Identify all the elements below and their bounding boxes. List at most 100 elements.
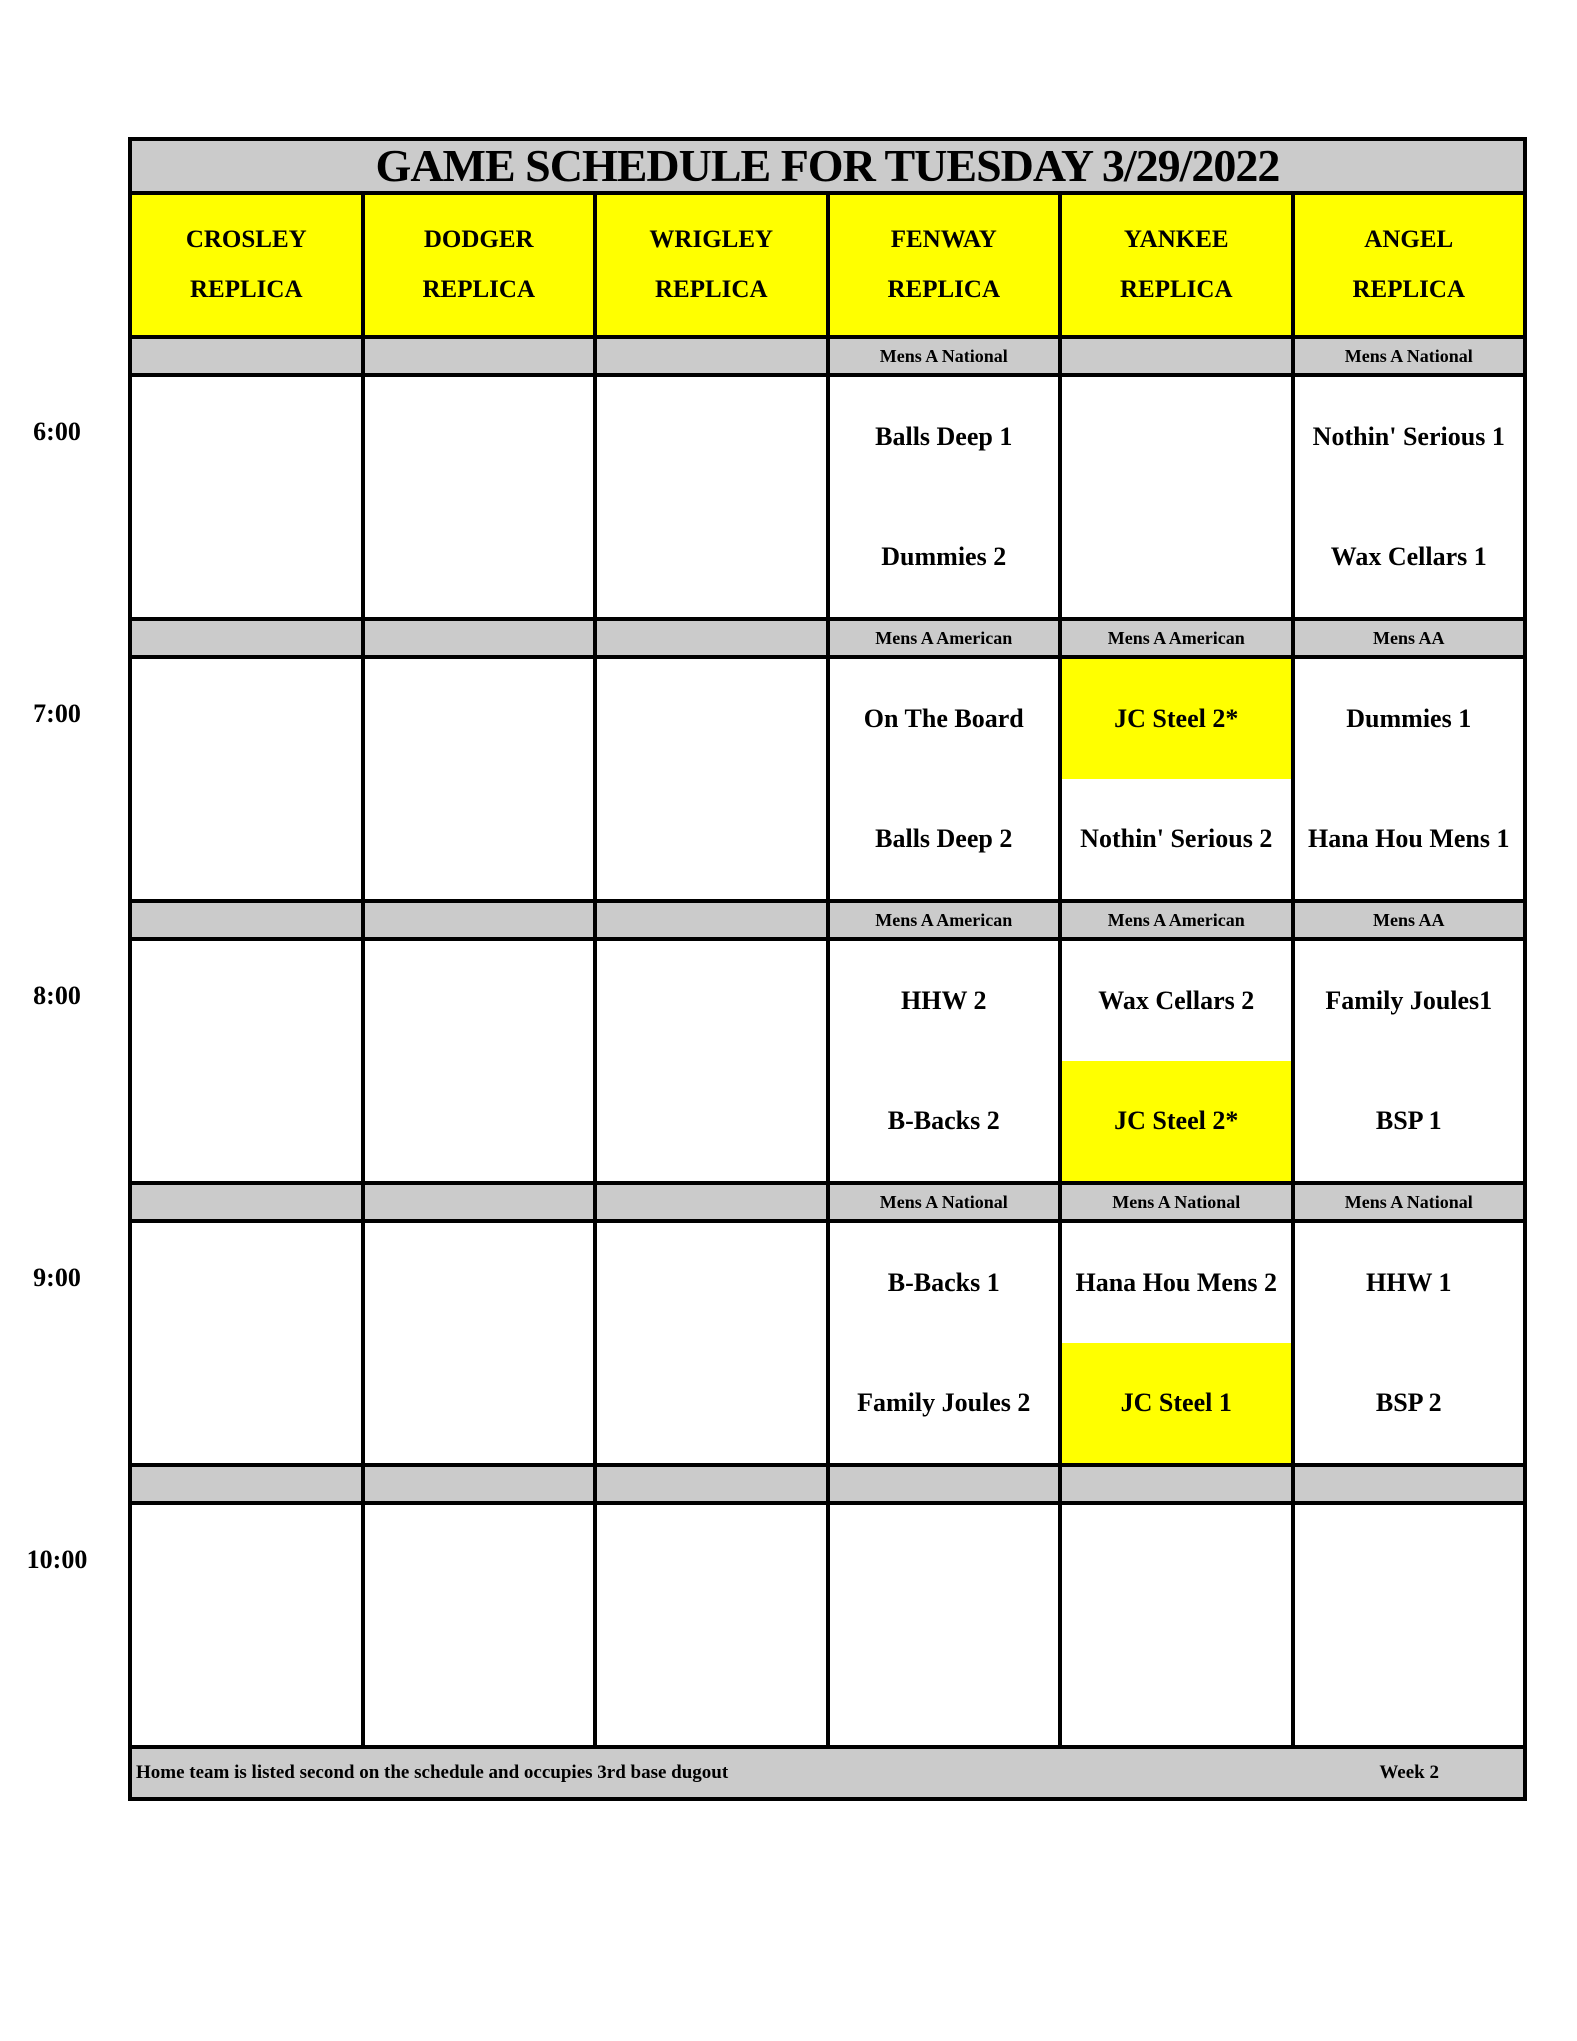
- field-name: FENWAY: [890, 226, 997, 253]
- field-name: YANKEE: [1123, 226, 1229, 253]
- schedule-table: GAME SCHEDULE FOR TUESDAY 3/29/2022 CROS…: [27, 137, 1527, 1801]
- time-label: 10:00: [26, 1545, 88, 1574]
- schedule-cell: [597, 377, 830, 617]
- schedule-cell: [597, 1223, 830, 1463]
- time-label: 8:00: [33, 981, 81, 1010]
- schedule-cell: [830, 1505, 1062, 1745]
- team-entry: Balls Deep 2: [875, 824, 1013, 853]
- team-entry: Wax Cellars 1: [1330, 542, 1487, 571]
- division-label: [132, 1185, 365, 1219]
- field-header-angel: ANGEL REPLICA: [1295, 195, 1524, 335]
- schedule-cell: [132, 1223, 365, 1463]
- schedule-cell: Nothin' Serious 1 Wax Cellars 1: [1295, 377, 1524, 617]
- division-label: Mens A National: [830, 339, 1062, 373]
- team-entry: Dummies 1: [1346, 704, 1472, 733]
- team-entry: On The Board: [863, 704, 1024, 733]
- schedule-cell: [597, 659, 830, 899]
- field-header-dodger: DODGER REPLICA: [365, 195, 597, 335]
- field-header-crosley: CROSLEY REPLICA: [132, 195, 365, 335]
- team-entry: Family Joules1: [1325, 986, 1493, 1015]
- field-sub: REPLICA: [189, 276, 303, 303]
- team-entry: BSP 2: [1375, 1388, 1442, 1417]
- field-header-row: CROSLEY REPLICA DODGER REPLICA WRIGLEY REPLIC…: [132, 195, 1523, 339]
- team-entry: HHW 1: [1366, 1268, 1452, 1297]
- division-label: [830, 1467, 1062, 1501]
- field-sub: REPLICA: [422, 276, 535, 303]
- schedule-cell: [132, 659, 365, 899]
- schedule-cell: B-Backs 1 Family Joules 2: [830, 1223, 1062, 1463]
- field-header-fenway: FENWAY REPLICA: [830, 195, 1062, 335]
- schedule-cell: HHW 2 B-Backs 2: [830, 941, 1062, 1181]
- division-label: [597, 1467, 830, 1501]
- division-label: Mens A National: [1062, 1185, 1295, 1219]
- schedule-cell: [365, 377, 597, 617]
- schedule-cell: [597, 1505, 830, 1745]
- division-label: [365, 339, 597, 373]
- time-label: 9:00: [33, 1263, 81, 1292]
- division-label: Mens AA: [1373, 628, 1445, 648]
- team-entry: Balls Deep 1: [875, 422, 1013, 451]
- schedule-cell: [132, 1505, 365, 1745]
- page-title: GAME SCHEDULE FOR TUESDAY 3/29/2022: [132, 141, 1523, 195]
- division-label: [1295, 1467, 1524, 1501]
- schedule-cell: [365, 941, 597, 1181]
- division-label: [1062, 339, 1295, 373]
- division-label: [365, 1185, 597, 1219]
- division-label: [597, 621, 830, 655]
- division-label: [132, 1467, 365, 1501]
- schedule-cell: [132, 377, 365, 617]
- division-label: [597, 1185, 830, 1219]
- schedule-cell: On The Board Balls Deep 2: [830, 659, 1062, 899]
- team-entry: BSP 1: [1375, 1106, 1442, 1135]
- schedule-cell: Dummies 1 Hana Hou Mens 1: [1295, 659, 1524, 899]
- division-row: Mens A National Mens A National: [132, 339, 1523, 377]
- division-label: Mens A National: [1344, 1192, 1473, 1212]
- division-label: [597, 903, 830, 937]
- division-label: [365, 621, 597, 655]
- footer: Home team is listed second on the schedu…: [132, 1749, 1523, 1797]
- division-row: [132, 1467, 1523, 1505]
- schedule-cell: Wax Cellars 2 JC Steel 2*: [1062, 941, 1295, 1181]
- time-slot-row: 6:00 Balls Deep 1 Dummies 2 Nothin' Serious…: [33, 377, 1524, 621]
- team-entry: JC Steel 2*: [1062, 1061, 1291, 1181]
- division-label: Mens A American: [1062, 903, 1295, 937]
- week-label: Week 2: [1379, 1762, 1439, 1783]
- time-slot-row: 8:00 HHW 2 B-Backs 2 Wax Cellars 2 JC Steel …: [33, 941, 1524, 1185]
- field-header-yankee: YANKEE REPLICA: [1062, 195, 1295, 335]
- team-entry: B-Backs 1: [887, 1268, 1000, 1297]
- division-row: Mens A National Mens A National Mens A Nat…: [132, 1185, 1523, 1223]
- division-label: Mens AA: [1373, 910, 1445, 930]
- division-label: Mens A American: [830, 621, 1062, 655]
- division-label: Mens A National: [830, 1185, 1062, 1219]
- time-slot-row: 7:00 On The Board Balls Deep 2 JC Steel 2* N…: [33, 659, 1524, 903]
- division-label: [132, 339, 365, 373]
- division-row: Mens A American Mens A American Mens AA: [132, 621, 1523, 659]
- field-name: DODGER: [423, 226, 534, 253]
- division-row: Mens A American Mens A American Mens AA: [132, 903, 1523, 941]
- division-label: Mens A National: [1344, 346, 1473, 366]
- schedule-cell: [1062, 377, 1295, 617]
- time-slot-row: 9:00 B-Backs 1 Family Joules 2 Hana Hou Men…: [33, 1223, 1524, 1467]
- field-sub: REPLICA: [1352, 276, 1465, 303]
- schedule-cell: Family Joules1 BSP 1: [1295, 941, 1524, 1181]
- team-entry: Nothin' Serious 1: [1312, 422, 1505, 451]
- team-entry: Nothin' Serious 2: [1080, 824, 1273, 853]
- field-sub: REPLICA: [1119, 276, 1233, 303]
- team-entry: Dummies 2: [881, 542, 1007, 571]
- footer-note: Home team is listed second on the schedu…: [136, 1762, 729, 1783]
- time-label: 6:00: [33, 417, 81, 446]
- division-label: [365, 1467, 597, 1501]
- schedule-cell: [132, 941, 365, 1181]
- schedule-cell: [1295, 1505, 1524, 1745]
- division-label: [597, 339, 830, 373]
- time-slot-row: 10:00: [27, 1505, 1524, 1749]
- division-label: Mens A American: [830, 903, 1062, 937]
- time-label: 7:00: [33, 699, 81, 728]
- division-label: Mens A American: [1062, 621, 1295, 655]
- schedule-cell: [365, 659, 597, 899]
- team-entry: Hana Hou Mens 1: [1307, 824, 1510, 853]
- team-entry: HHW 2: [901, 986, 987, 1015]
- schedule-cell: HHW 1 BSP 2: [1295, 1223, 1524, 1463]
- schedule-cell: [365, 1505, 597, 1745]
- field-name: WRIGLEY: [649, 226, 774, 253]
